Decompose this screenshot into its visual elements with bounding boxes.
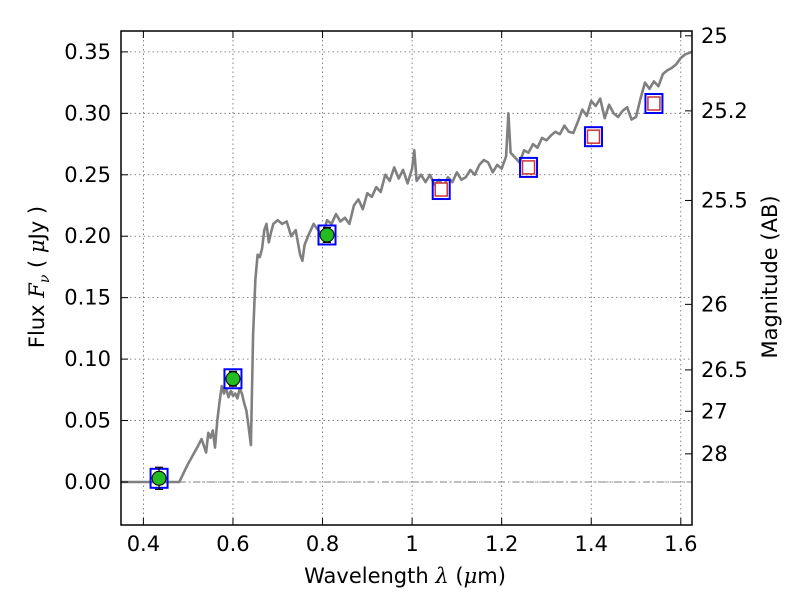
- x-tick-label: 0.8: [306, 532, 339, 556]
- photometry-box: [644, 93, 664, 115]
- y2-tick-label: 28: [701, 442, 728, 466]
- photometry-points-layer: [149, 93, 664, 490]
- y-tick-label: 0.30: [64, 101, 111, 125]
- y2-tick-label: 27: [701, 399, 728, 423]
- photometry-box: [317, 224, 337, 246]
- photometry-point-model: [586, 129, 601, 144]
- y2-axis-title: Magnitude (AB): [758, 195, 782, 358]
- x-tick-label: 1.6: [664, 532, 697, 556]
- y-tick-label: 0.20: [64, 224, 111, 248]
- photometry-point-model: [434, 182, 448, 197]
- x-tick-label: 1: [405, 532, 418, 556]
- photometry-point-model: [647, 96, 661, 111]
- y-tick-label: 0.15: [64, 286, 111, 310]
- y2-tick-label: 25: [701, 24, 728, 48]
- model-spectrum-line: [121, 50, 693, 484]
- model-spectrum-layer: [121, 50, 693, 484]
- y-tick-label: 0.25: [64, 163, 111, 187]
- y2-tick-label: 26: [701, 292, 728, 316]
- y-axis-title: Flux Fν ( μJy ): [25, 206, 53, 348]
- plot-frame: [120, 30, 693, 526]
- y-tick-label: 0.35: [64, 40, 111, 64]
- photometry-point-detected: [225, 371, 241, 387]
- photometry-box: [519, 156, 539, 178]
- photometry-box: [223, 368, 243, 390]
- x-tick-label: 0.4: [127, 532, 160, 556]
- y-tick-label: 0.00: [64, 470, 111, 494]
- x-tick-label: 1.4: [575, 532, 608, 556]
- photometry-box: [583, 126, 603, 148]
- photometry-box: [431, 179, 451, 201]
- x-tick-label: 0.6: [216, 532, 249, 556]
- photometry-point-detected: [319, 227, 335, 243]
- y-tick-label: 0.10: [64, 347, 111, 371]
- y2-tick-label: 25.2: [701, 99, 748, 123]
- photometry-point-detected: [151, 470, 167, 486]
- axis-ticks: 0.4 0.6 0.8 1 1.2 1.4 1.6 0.00 0.05 0.10 0.15 0.20 0…: [64, 24, 748, 556]
- x-tick-label: 1.2: [485, 532, 518, 556]
- grid-lines: [121, 31, 692, 525]
- x-axis-title: Wavelength λ (μm): [304, 564, 506, 588]
- y-tick-label: 0.05: [64, 409, 111, 433]
- y2-tick-label: 26.5: [701, 358, 748, 382]
- y2-tick-label: 25.5: [701, 188, 748, 212]
- photometry-point-model: [521, 160, 536, 175]
